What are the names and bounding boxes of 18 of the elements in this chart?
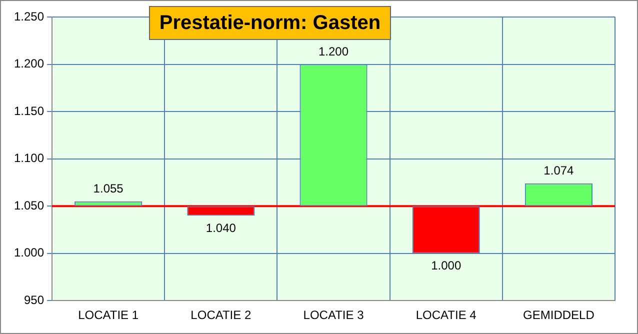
data-label: 1.074 <box>544 164 574 178</box>
y-tick-label: 1.250 <box>14 9 44 24</box>
x-tick-label: LOCATIE 2 <box>190 308 252 322</box>
y-tick-label: 1.050 <box>14 198 44 212</box>
data-label: 1.200 <box>318 44 349 59</box>
x-tick-label: GEMIDDELD <box>523 308 595 322</box>
y-tick-label: 1.150 <box>14 104 44 118</box>
chart-title: Prestatie-norm: Gasten <box>149 6 391 40</box>
x-tick-label: LOCATIE 3 <box>303 308 364 322</box>
y-tick-label: 1.200 <box>14 56 44 71</box>
data-label: 1.000 <box>431 258 462 273</box>
x-tick-label: LOCATIE 1 <box>78 308 139 322</box>
y-tick-label: 1.100 <box>14 151 44 166</box>
y-tick-label: 950 <box>24 292 44 307</box>
y-tick-label: 1.000 <box>14 246 44 260</box>
data-label: 1.040 <box>206 220 236 235</box>
data-label: 1.055 <box>93 182 124 196</box>
x-tick-label: LOCATIE 4 <box>416 308 477 322</box>
